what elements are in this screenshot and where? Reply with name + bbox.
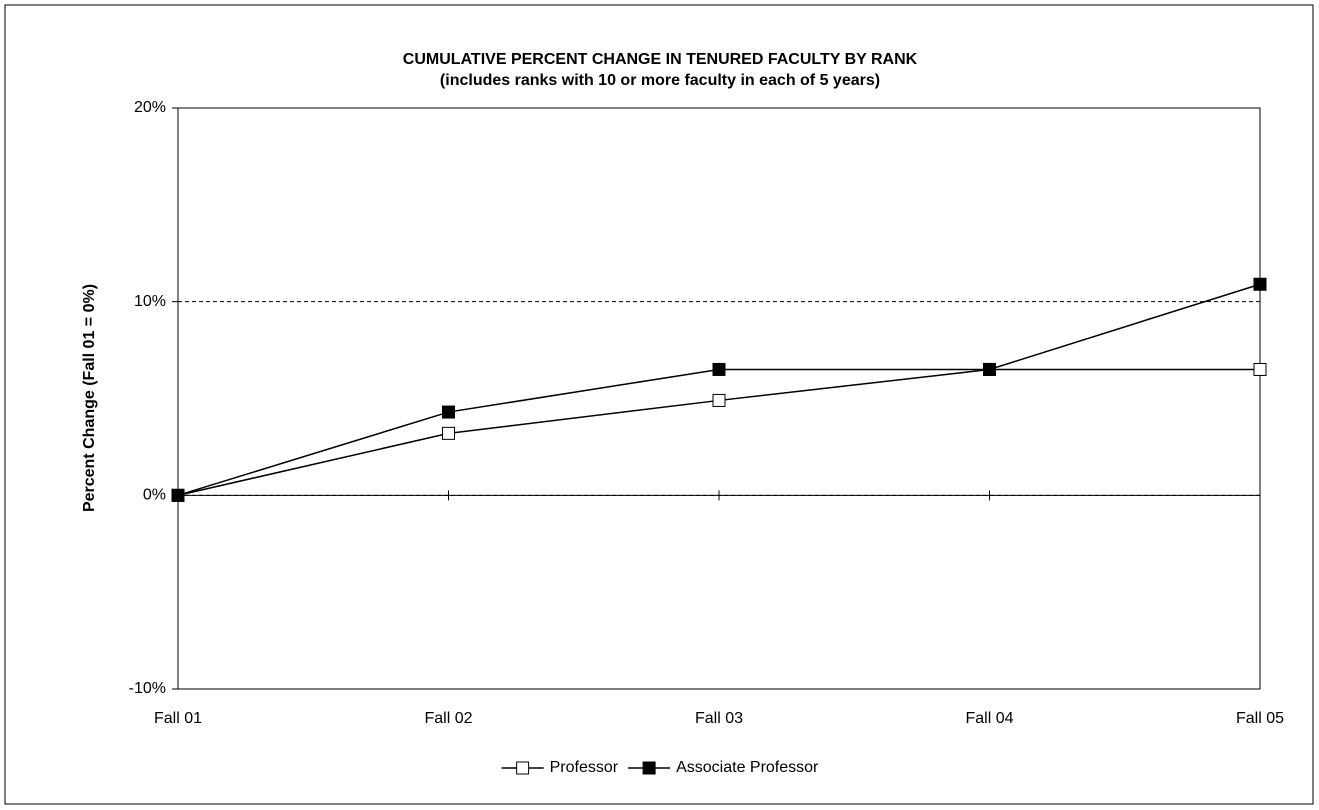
x-tick-label: Fall 02 xyxy=(424,710,472,727)
y-tick-label: 0% xyxy=(143,487,166,504)
series-marker xyxy=(442,426,455,440)
x-tick-label: Fall 01 xyxy=(154,710,202,727)
y-tick-label: 10% xyxy=(134,293,166,310)
series-marker xyxy=(1253,362,1267,376)
legend-label: Professor xyxy=(550,759,619,776)
series-marker xyxy=(712,362,726,376)
chart-subtitle: (includes ranks with 10 or more faculty … xyxy=(440,72,880,89)
series-marker xyxy=(442,405,455,419)
series-marker xyxy=(983,362,996,376)
x-tick-label: Fall 03 xyxy=(695,710,743,727)
series-marker xyxy=(1253,277,1267,291)
plot-border xyxy=(177,107,1261,690)
legend-marker xyxy=(516,761,530,775)
x-tick-label: Fall 05 xyxy=(1236,710,1284,727)
legend-marker xyxy=(642,761,656,775)
y-axis-label: Percent Change (Fall 01 = 0%) xyxy=(81,284,98,512)
y-tick-label: 20% xyxy=(134,99,166,116)
series-marker xyxy=(712,393,726,407)
series-marker xyxy=(171,488,185,502)
chart-title: CUMULATIVE PERCENT CHANGE IN TENURED FAC… xyxy=(403,51,918,68)
legend-label: Associate Professor xyxy=(676,759,819,776)
x-tick-label: Fall 04 xyxy=(965,710,1013,727)
y-tick-label: -10% xyxy=(129,680,166,697)
